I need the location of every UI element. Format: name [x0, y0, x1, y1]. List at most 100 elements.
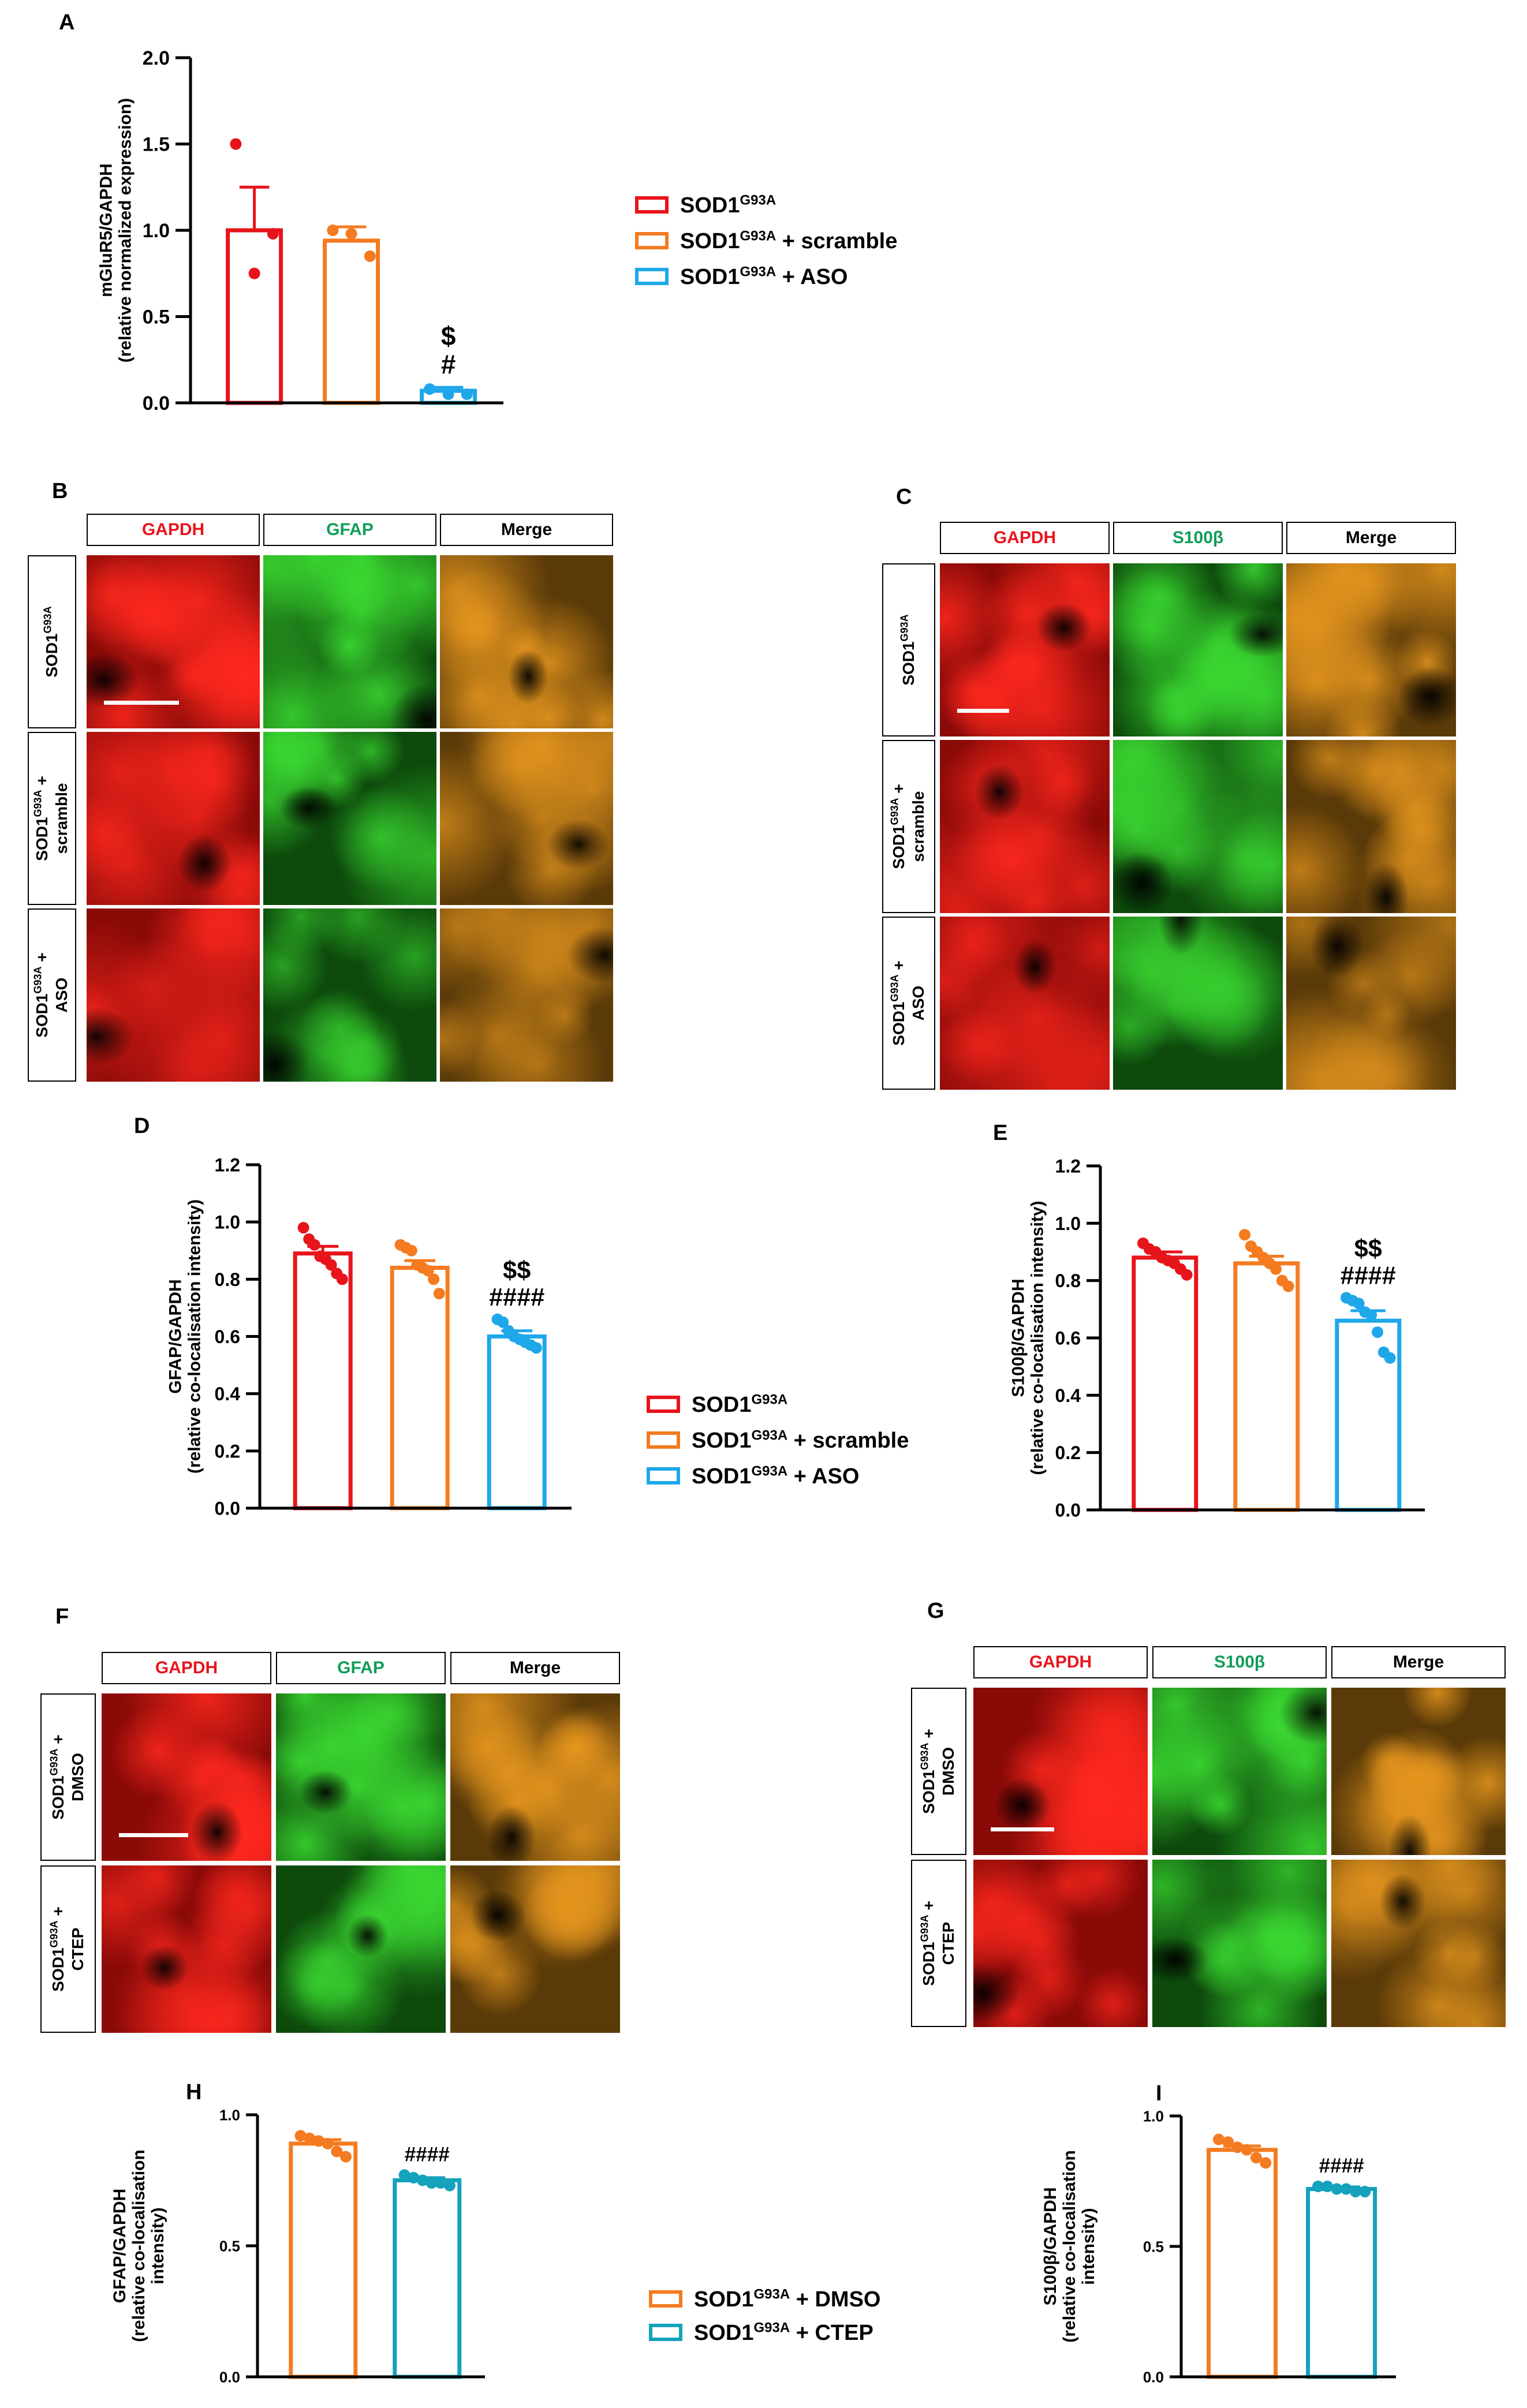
- micrograph-gapdh: [102, 1693, 271, 1861]
- data-point: [1331, 2183, 1343, 2195]
- y-tick-label: 0.6: [1055, 1328, 1081, 1349]
- y-axis-label: (relative normalized expression): [116, 98, 135, 363]
- scale-bar: [957, 709, 1009, 713]
- micrograph-s100-: [1113, 740, 1283, 913]
- data-point: [308, 1239, 320, 1251]
- micrograph-gfap: [276, 1865, 446, 2033]
- y-axis-label: (relative co-localisation intensity): [185, 1199, 204, 1474]
- data-point: [1340, 2183, 1352, 2195]
- column-header: GAPDH: [102, 1652, 271, 1684]
- data-point: [1365, 1309, 1377, 1321]
- data-point: [1353, 1298, 1365, 1310]
- panel-label-f: F: [55, 1605, 69, 1629]
- y-tick-label: 0.4: [215, 1384, 241, 1404]
- data-point: [1250, 2152, 1262, 2164]
- y-tick-label: 0.5: [1143, 2238, 1164, 2255]
- row-label: SOD1G93A + scramble: [28, 732, 76, 905]
- row-label: SOD1G93A: [28, 555, 76, 728]
- micrograph-s100-: [1113, 917, 1283, 1090]
- y-tick-label: 0.5: [143, 306, 170, 328]
- row-label: SOD1G93A + DMSO: [40, 1693, 96, 1861]
- row-label: SOD1G93A + DMSO: [911, 1688, 966, 1855]
- data-point: [325, 1259, 337, 1271]
- y-axis-label: S100β/GAPDH: [1041, 2187, 1060, 2305]
- y-tick-label: 1.5: [143, 134, 170, 156]
- column-header: Merge: [1286, 522, 1456, 554]
- y-tick-label: 0.4: [1055, 1385, 1081, 1406]
- y-tick-label: 1.0: [1143, 2107, 1164, 2125]
- y-axis-label: GFAP/GAPDH: [110, 2189, 129, 2303]
- data-point: [294, 2130, 307, 2142]
- micrograph-gapdh: [940, 740, 1110, 913]
- data-point: [408, 2171, 420, 2183]
- row-label: SOD1G93A + ASO: [882, 917, 935, 1090]
- scale-bar: [119, 1833, 188, 1837]
- micrograph-merge: [1286, 740, 1456, 913]
- y-tick-label: 0.2: [215, 1441, 240, 1461]
- micrograph-gfap: [263, 732, 436, 905]
- column-header: GFAP: [276, 1652, 446, 1684]
- y-tick-label: 1.0: [219, 2106, 240, 2123]
- y-tick-label: 2.0: [143, 47, 170, 69]
- data-point: [497, 1316, 509, 1328]
- legend-swatch: [647, 1467, 680, 1485]
- y-tick-label: 0.2: [1055, 1442, 1081, 1463]
- micrograph-merge: [440, 555, 613, 728]
- y-axis-label: (relative co-localisation: [129, 2149, 148, 2342]
- panel-label-c: C: [896, 485, 912, 509]
- row-label: SOD1G93A + CTEP: [911, 1860, 966, 2027]
- y-axis-label: mGluR5/GAPDH: [97, 163, 116, 297]
- panel-label-b: B: [52, 479, 68, 503]
- column-header: GAPDH: [940, 522, 1110, 554]
- y-tick-label: 1.2: [215, 1155, 240, 1176]
- micrograph-gfap: [263, 908, 436, 1082]
- data-point: [1312, 2181, 1324, 2193]
- legend-swatch: [649, 2290, 682, 2308]
- data-point: [428, 1273, 440, 1285]
- legend-swatch: [635, 268, 669, 285]
- data-point: [1231, 2141, 1244, 2153]
- micrograph-gapdh: [940, 917, 1110, 1090]
- data-point: [331, 2145, 343, 2158]
- data-point: [405, 1244, 417, 1257]
- data-point: [1239, 1229, 1250, 1241]
- micrograph-gapdh: [87, 732, 260, 905]
- y-tick-label: 0.0: [219, 2368, 240, 2385]
- micrograph-gapdh: [973, 1688, 1148, 1855]
- data-point: [1349, 2186, 1361, 2198]
- data-point: [345, 227, 357, 240]
- chart-a: 0.0 0.5 1.0 1.5 2.0 mGluR5/GAPDH (relative nor…: [97, 47, 503, 414]
- y-tick-label: 1.2: [1055, 1156, 1081, 1177]
- micrograph-gapdh: [940, 563, 1110, 736]
- data-point: [461, 388, 473, 401]
- row-label: SOD1G93A + scramble: [882, 740, 935, 913]
- data-point: [336, 1273, 348, 1285]
- chart-e: 0.0 0.2 0.4 0.6 0.8 1.0 1.2 S100β/GAPDH (relativ…: [1009, 1156, 1425, 1521]
- micrograph-gapdh: [87, 908, 260, 1082]
- data-point: [267, 227, 279, 240]
- bar: [1306, 2187, 1377, 2379]
- data-point: [1270, 1263, 1282, 1275]
- data-point: [304, 2132, 316, 2144]
- panel-label-h: H: [186, 2080, 202, 2104]
- micrograph-merge: [440, 908, 613, 1082]
- data-point: [1222, 2136, 1234, 2148]
- column-header: Merge: [1331, 1646, 1506, 1678]
- y-axis-label: (relative co-localisation: [1060, 2150, 1079, 2342]
- significance-label: ####: [1341, 1262, 1396, 1289]
- data-point: [327, 225, 339, 236]
- data-point: [248, 267, 260, 279]
- data-point: [230, 138, 242, 150]
- y-axis-label: S100β/GAPDH: [1009, 1278, 1028, 1397]
- micrograph-merge: [1331, 1688, 1506, 1855]
- data-point: [1372, 1326, 1383, 1338]
- row-label: SOD1G93A + CTEP: [40, 1865, 96, 2033]
- bar: [1207, 2148, 1278, 2379]
- significance-label: $$: [503, 1257, 531, 1284]
- data-point: [424, 383, 436, 395]
- y-tick-label: 0.0: [1143, 2368, 1164, 2385]
- micrograph-merge: [450, 1693, 620, 1861]
- data-point: [312, 2135, 324, 2147]
- micrograph-gapdh: [87, 555, 260, 728]
- significance-label: ####: [1319, 2155, 1364, 2177]
